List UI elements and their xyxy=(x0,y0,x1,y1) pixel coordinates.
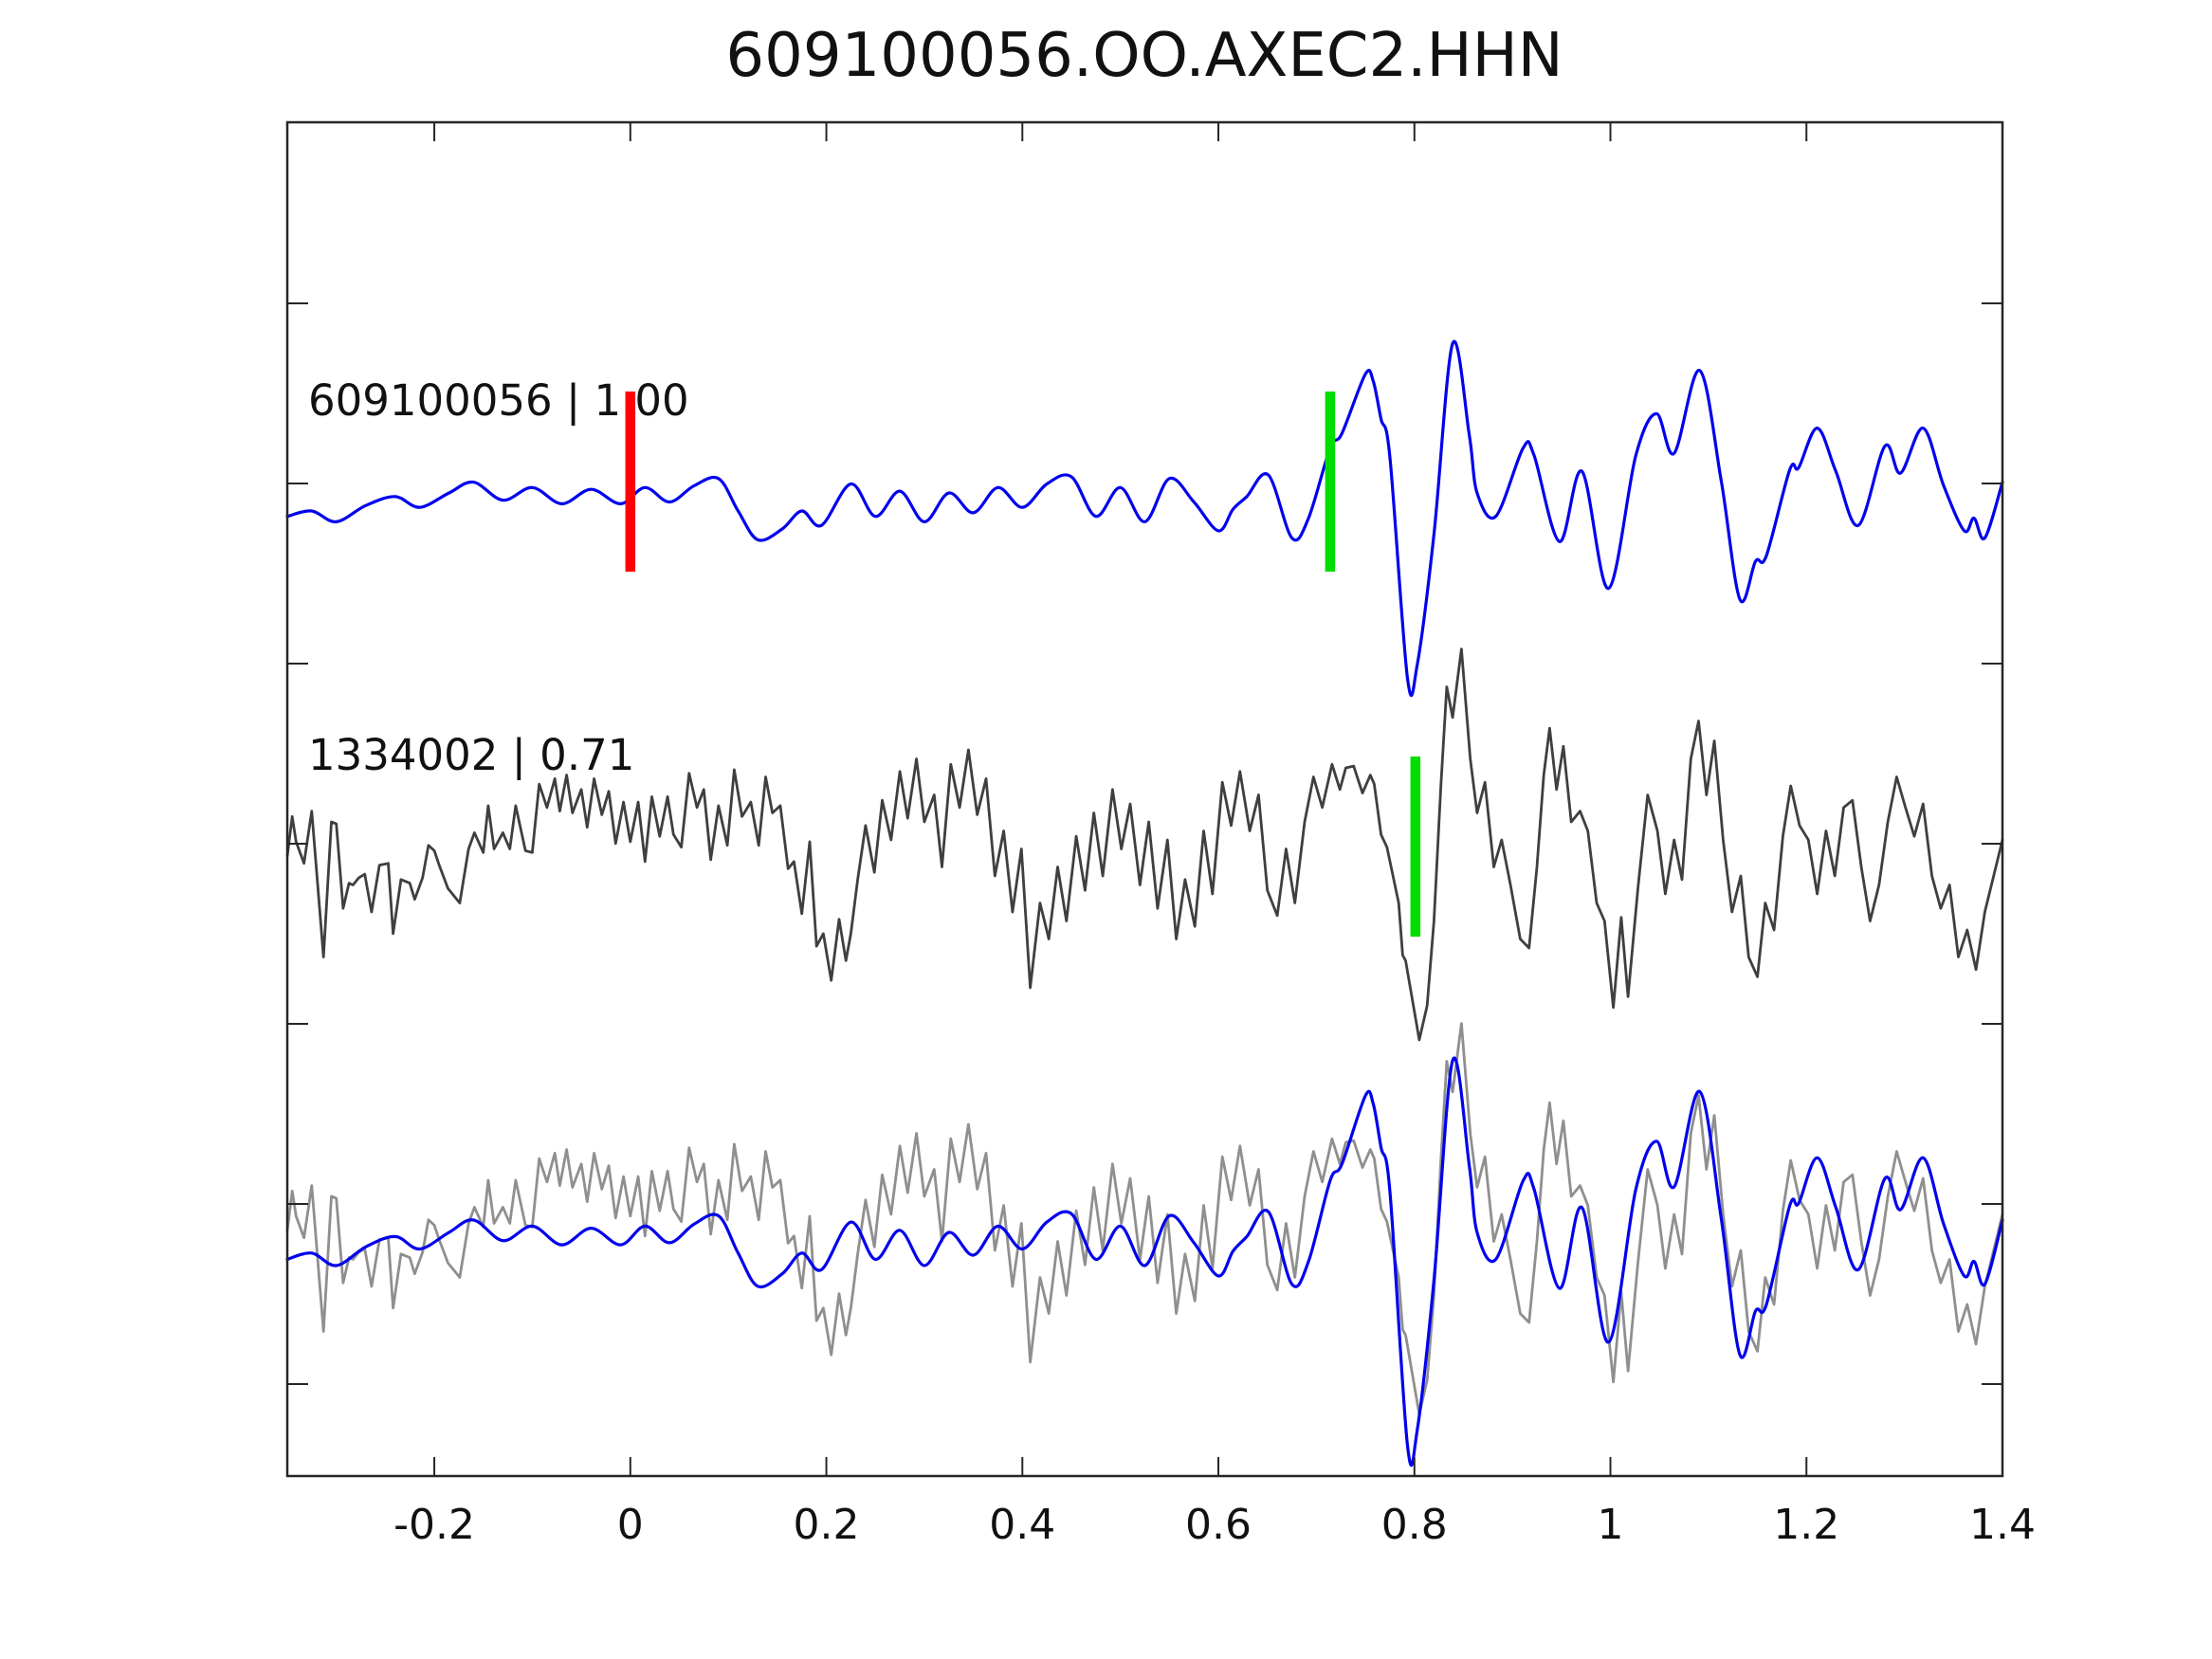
detection-row-label: 1334002 | 0.71 xyxy=(308,730,634,780)
x-tick-label: 1.4 xyxy=(1969,1501,2036,1549)
trace-detection-row2 xyxy=(285,647,2004,1042)
trace-template-row1 xyxy=(285,339,2004,697)
x-tick-label: 0.8 xyxy=(1381,1501,1448,1549)
axes-border xyxy=(285,120,2004,1478)
x-tick-label: 1 xyxy=(1598,1501,1624,1549)
trace-detection-row3 xyxy=(285,1022,2004,1416)
x-tick-label: -0.2 xyxy=(393,1501,475,1549)
x-tick-label: 0 xyxy=(617,1501,644,1549)
x-tick-label: 0.4 xyxy=(989,1501,1055,1549)
chart-title: 609100056.OO.AXEC2.HHN xyxy=(725,21,1563,91)
x-tick-label: 0.2 xyxy=(794,1501,860,1549)
x-tick-label: 1.2 xyxy=(1773,1501,1839,1549)
trace-template-row3 xyxy=(285,1056,2004,1468)
axis-ticks: -0.2 0 0.2 0.4 0.6 0.8 1 1.2 1.4 xyxy=(287,122,2036,1549)
x-tick-label: 0.6 xyxy=(1185,1501,1252,1549)
plot-area xyxy=(285,339,2004,1468)
